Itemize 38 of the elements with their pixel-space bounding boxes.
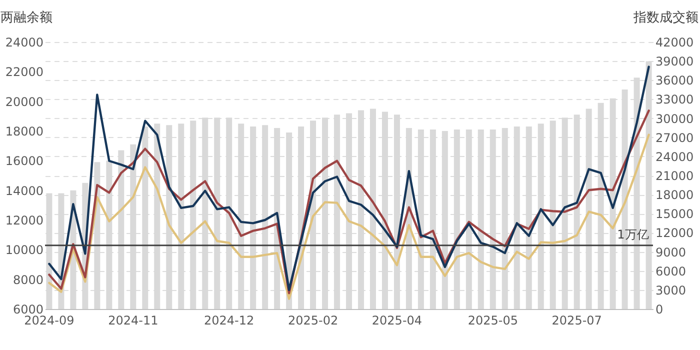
y2-tick-label: 0 bbox=[656, 302, 664, 316]
x-tick-label: 2024-12 bbox=[204, 314, 254, 328]
y2-tick-label: 42000 bbox=[656, 36, 694, 50]
y-tick-label: 14000 bbox=[5, 184, 44, 198]
x-tick-label: 2024-11 bbox=[108, 314, 158, 328]
x-tick-label: 2025-02 bbox=[288, 314, 338, 328]
y-tick-label: 20000 bbox=[5, 94, 44, 109]
x-tick-label: 2024-09 bbox=[24, 314, 74, 328]
y2-tick-label: 27000 bbox=[656, 130, 694, 145]
y2-axis-title: 指数成交额 bbox=[632, 10, 698, 26]
y2-tick-label: 39000 bbox=[656, 54, 694, 69]
y-tick-label: 12000 bbox=[5, 214, 44, 228]
y-axis-title: 两融余额 bbox=[0, 10, 52, 26]
y-tick-label: 16000 bbox=[5, 154, 44, 168]
line-series bbox=[48, 66, 650, 292]
x-tick-label: 2025-07 bbox=[552, 314, 602, 328]
y2-tick-label: 33000 bbox=[656, 92, 694, 107]
x-tick-label: 2025-05 bbox=[468, 314, 518, 328]
y2-tick-label: 9000 bbox=[656, 245, 686, 260]
y2-tick-label: 3000 bbox=[656, 283, 686, 298]
x-tick-label: 2025-04 bbox=[372, 314, 422, 328]
y2-tick-label: 36000 bbox=[656, 74, 694, 88]
y2-tick-label: 15000 bbox=[656, 207, 694, 222]
y2-tick-label: 24000 bbox=[656, 150, 694, 164]
y2-tick-label: 30000 bbox=[656, 112, 694, 126]
y-tick-label: 18000 bbox=[5, 124, 44, 138]
y2-tick-label: 6000 bbox=[656, 264, 686, 278]
y-tick-label: 6000 bbox=[12, 302, 44, 316]
line-series bbox=[48, 134, 650, 300]
y2-tick-label: 21000 bbox=[656, 169, 694, 183]
y-tick-label: 24000 bbox=[5, 36, 44, 50]
line-series bbox=[48, 110, 650, 294]
y-tick-label: 22000 bbox=[5, 65, 44, 80]
y2-tick-label: 18000 bbox=[656, 188, 694, 202]
y-tick-label: 10000 bbox=[5, 243, 44, 258]
y2-tick-label: 12000 bbox=[656, 226, 694, 240]
ref-line-label: 1万亿 bbox=[617, 227, 649, 242]
y-tick-label: 8000 bbox=[12, 272, 44, 287]
